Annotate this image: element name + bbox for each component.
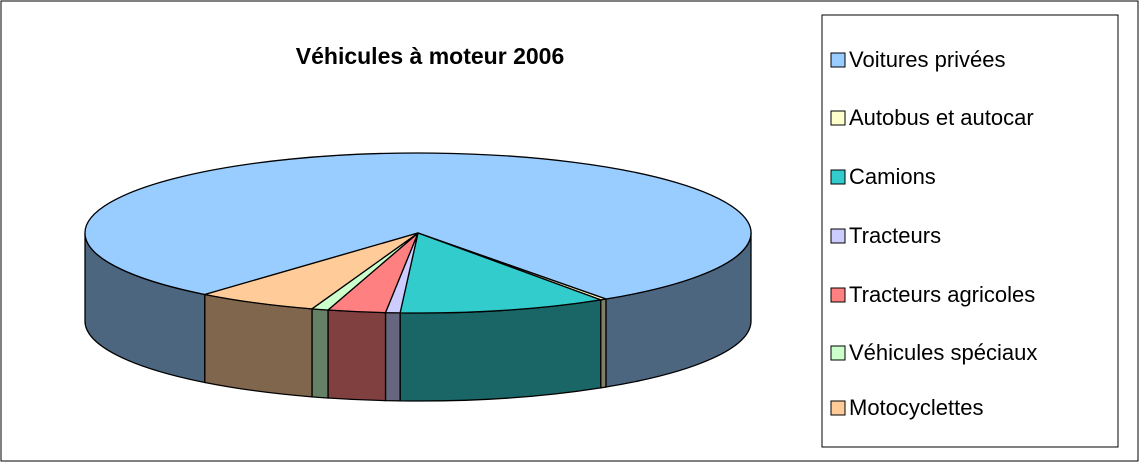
- legend-label: Autobus et autocar: [849, 105, 1034, 130]
- legend-swatch: [830, 110, 846, 126]
- legend-swatch: [830, 52, 846, 68]
- legend-label: Tracteurs agricoles: [849, 282, 1035, 307]
- legend-label: Motocyclettes: [849, 395, 984, 420]
- chart-title: Véhicules à moteur 2006: [296, 43, 564, 69]
- legend-label: Véhicules spéciaux: [849, 340, 1037, 365]
- pie-side: [327, 309, 387, 402]
- pie-slice: [399, 232, 604, 314]
- legend-swatch: [830, 169, 846, 185]
- pie-side: [204, 293, 313, 398]
- legend-swatch: [830, 345, 846, 361]
- pie-side: [399, 299, 602, 402]
- pie-slice: [84, 152, 752, 300]
- pie-slice: [204, 232, 419, 310]
- legend-label: Tracteurs: [849, 223, 941, 248]
- pie-side: [384, 311, 401, 402]
- legend-label: Camions: [849, 164, 936, 189]
- legend-swatch: [830, 228, 846, 244]
- pie-side: [311, 308, 329, 399]
- legend-box: [821, 14, 1119, 448]
- legend-swatch: [830, 287, 846, 303]
- pie-side: [600, 298, 607, 389]
- legend-label: Voitures privées: [849, 47, 1006, 72]
- legend-swatch: [830, 400, 846, 416]
